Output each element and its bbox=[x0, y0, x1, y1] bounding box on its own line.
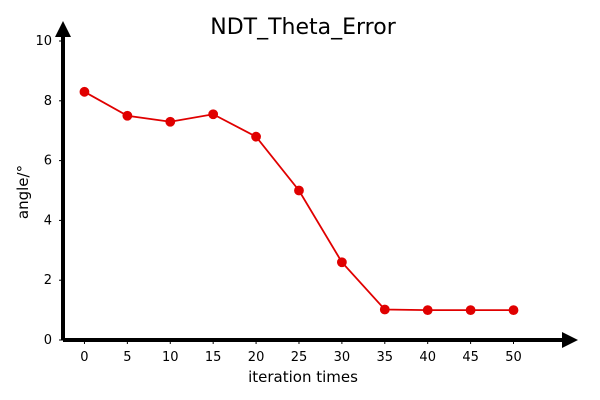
x-axis bbox=[63, 332, 578, 348]
x-tick-label: 0 bbox=[80, 350, 88, 365]
y-tick-label: 8 bbox=[44, 94, 52, 109]
data-point bbox=[422, 305, 433, 316]
data-point bbox=[294, 185, 304, 196]
y-tick-label: 0 bbox=[44, 333, 52, 348]
data-point bbox=[208, 109, 219, 120]
x-tick-label: 10 bbox=[162, 350, 179, 365]
y-axis-label: angle/° bbox=[14, 165, 32, 219]
chart-title: NDT_Theta_Error bbox=[210, 15, 396, 40]
series-line bbox=[84, 91, 514, 312]
series-layer bbox=[79, 86, 519, 316]
data-point bbox=[336, 257, 347, 268]
data-point bbox=[508, 305, 519, 316]
x-tick-label: 15 bbox=[205, 350, 222, 365]
x-tick-label: 5 bbox=[123, 350, 131, 365]
x-tick-label: 35 bbox=[377, 350, 394, 365]
data-point bbox=[122, 110, 133, 121]
x-tick-label: 50 bbox=[505, 350, 522, 365]
x-ticks: 0 5 10 15 20 25 30 35 40 45 50 bbox=[80, 340, 522, 365]
x-axis-arrow bbox=[562, 332, 578, 348]
data-point bbox=[465, 305, 476, 316]
y-ticks: 0 2 4 6 8 10 bbox=[35, 34, 63, 348]
data-point bbox=[251, 131, 261, 142]
x-tick-label: 40 bbox=[419, 350, 436, 365]
x-tick-label: 30 bbox=[334, 350, 351, 365]
y-tick-label: 10 bbox=[35, 34, 52, 49]
x-tick-label: 25 bbox=[291, 350, 308, 365]
y-tick-label: 6 bbox=[44, 154, 52, 169]
y-tick-label: 4 bbox=[44, 213, 52, 228]
x-tick-label: 20 bbox=[248, 350, 265, 365]
x-tick-label: 45 bbox=[462, 350, 479, 365]
data-point bbox=[379, 304, 390, 315]
x-axis-label: iteration times bbox=[248, 368, 358, 386]
y-axis-arrow bbox=[55, 21, 71, 37]
data-point bbox=[165, 116, 176, 127]
data-point bbox=[79, 86, 90, 97]
y-axis bbox=[55, 21, 71, 340]
y-tick-label: 2 bbox=[44, 273, 52, 288]
